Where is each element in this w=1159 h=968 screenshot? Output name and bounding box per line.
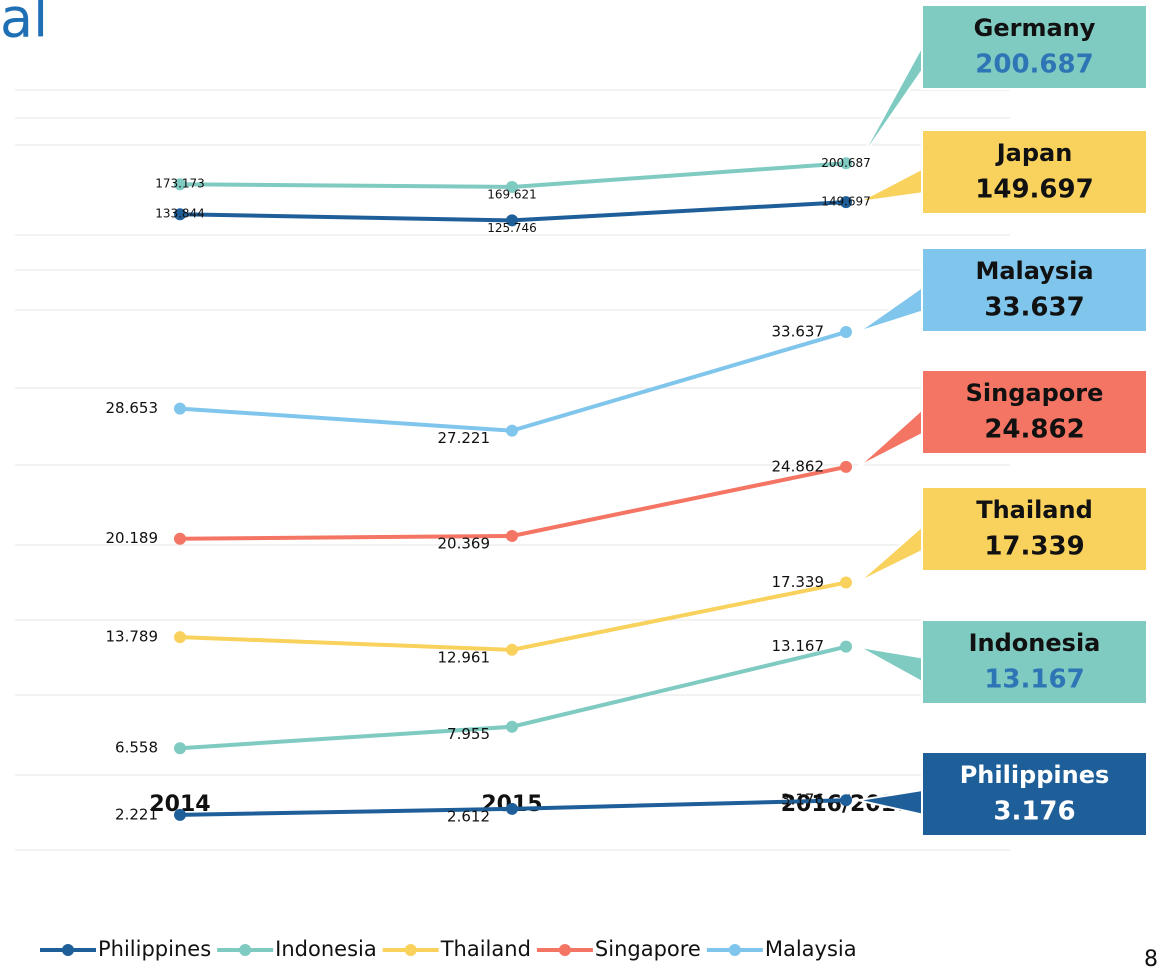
data-label: 6.558 (115, 739, 158, 757)
callout-value: 149.697 (975, 175, 1093, 205)
series-line (179, 644, 847, 751)
legend-label: Malaysia (765, 937, 857, 961)
data-label: 28.653 (106, 399, 159, 417)
series-line (179, 464, 847, 541)
legend-dot (404, 944, 417, 956)
point (840, 157, 852, 170)
series-line (179, 330, 847, 433)
callout-box (921, 751, 1148, 837)
callout-box (921, 129, 1148, 215)
data-label: 7.955 (447, 725, 490, 743)
data-label: 2.221 (115, 805, 158, 823)
point (506, 180, 518, 193)
page-title: al (0, 0, 48, 50)
data-label: 173.173 (155, 177, 205, 191)
legend-label: Singapore (595, 937, 701, 961)
point (174, 532, 186, 545)
data-label: 12.961 (438, 648, 491, 666)
callout-box (921, 4, 1148, 90)
point (506, 529, 518, 542)
data-label: 17.339 (772, 573, 825, 591)
callout-value: 17.339 (984, 532, 1084, 562)
callout-value: 24.862 (984, 415, 1084, 445)
callout-pointer (857, 405, 925, 468)
point (174, 808, 186, 821)
callout-box (921, 619, 1148, 705)
data-label: 133.844 (155, 207, 205, 221)
point (506, 424, 518, 437)
data-label: 169.621 (487, 187, 537, 201)
legend-dot (728, 944, 741, 956)
legend-label: Indonesia (275, 937, 377, 961)
point (506, 720, 518, 733)
data-label: 20.189 (106, 529, 159, 547)
legend-dot (558, 944, 571, 956)
callout-name: Thailand (976, 496, 1093, 524)
callout-box (921, 486, 1148, 572)
data-label: 27.221 (438, 429, 491, 447)
point (174, 208, 186, 221)
data-label: 149.697 (821, 195, 871, 209)
point (174, 178, 186, 191)
data-label: 125.746 (487, 221, 537, 235)
series-line (179, 580, 847, 652)
grid (15, 89, 1010, 851)
callout-box (921, 247, 1148, 333)
callout-pointer (857, 645, 925, 685)
point (840, 640, 852, 653)
legend-dot (62, 944, 74, 956)
point (174, 402, 186, 415)
point (840, 576, 852, 589)
legend-label: Thailand (440, 937, 531, 961)
data-label: 33.637 (772, 323, 825, 341)
legend-dot (239, 944, 252, 956)
point (840, 794, 852, 807)
callout-name: Germany (974, 14, 1096, 42)
callout-name: Japan (995, 139, 1073, 167)
page-number: 8 (1144, 947, 1158, 968)
data-label: 200.687 (821, 156, 871, 170)
callout-name: Indonesia (969, 629, 1101, 657)
point (506, 802, 518, 815)
callout-pointer (857, 283, 925, 334)
callout-value: 33.637 (984, 293, 1084, 323)
point (506, 214, 518, 227)
data-label: 3.176 (781, 791, 824, 809)
callout-value: 200.687 (975, 50, 1093, 80)
callout-value: 3.176 (993, 797, 1075, 827)
data-label: 24.862 (772, 457, 825, 475)
data-label: 13.789 (106, 628, 159, 646)
data-label: 2.612 (447, 807, 490, 825)
point (506, 643, 518, 656)
data-label: 13.167 (772, 637, 825, 655)
point (840, 460, 852, 473)
callout-name: Malaysia (975, 257, 1093, 285)
callout-box (921, 369, 1148, 455)
point (174, 631, 186, 644)
point (174, 742, 186, 755)
legend-label: Philippines (98, 937, 211, 961)
callout-name: Singapore (966, 379, 1104, 407)
point (840, 196, 852, 209)
callout-value: 13.167 (984, 665, 1084, 695)
data-label: 20.369 (438, 534, 491, 552)
callout-name: Philippines (960, 761, 1110, 789)
callout-pointer (857, 522, 925, 584)
point (840, 326, 852, 339)
